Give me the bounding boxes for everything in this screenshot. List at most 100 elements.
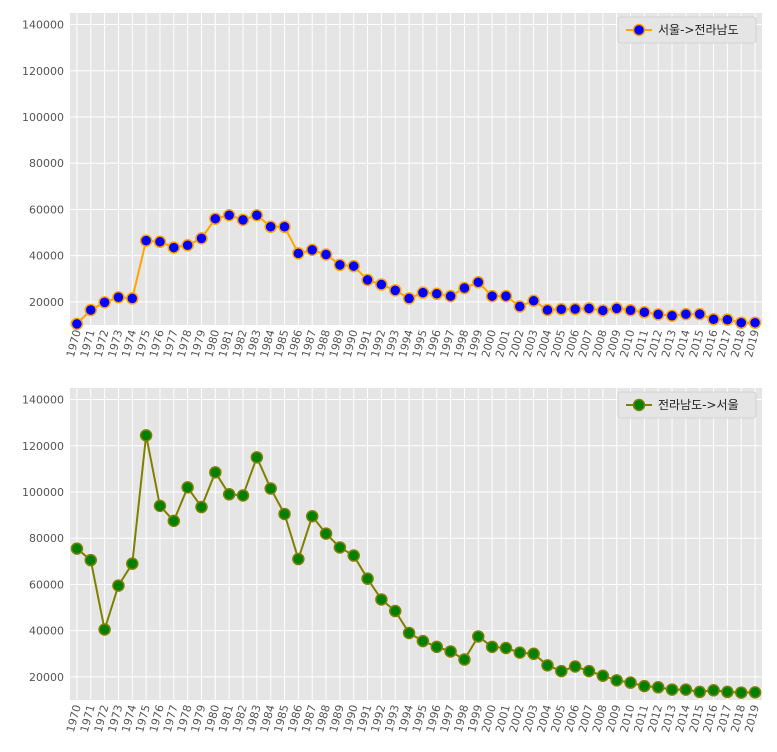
chart-panel-1: 1970197119721973197419751976197719781979… — [22, 13, 762, 359]
y-tick-label: 100000 — [22, 111, 64, 124]
data-point — [292, 552, 305, 566]
data-point — [167, 241, 181, 254]
data-point — [555, 303, 568, 316]
data-point — [195, 500, 208, 514]
data-point — [499, 641, 513, 655]
data-point — [347, 549, 360, 562]
legend-label: 전라남도->서울 — [658, 398, 739, 412]
data-point — [70, 542, 84, 555]
data-point — [665, 683, 679, 696]
y-tick-label: 120000 — [22, 65, 64, 78]
legend: 서울->전라남도 — [617, 16, 757, 44]
data-point — [264, 220, 277, 234]
data-point — [748, 316, 762, 329]
data-point — [568, 660, 582, 673]
data-point — [582, 302, 596, 315]
data-point — [582, 664, 596, 678]
data-point — [541, 303, 554, 317]
data-point — [693, 685, 706, 699]
plot-area — [70, 13, 762, 325]
data-point — [264, 482, 277, 495]
data-point — [209, 466, 222, 479]
data-point — [153, 235, 167, 249]
data-point — [402, 292, 416, 305]
data-point — [388, 284, 402, 297]
data-point — [458, 653, 471, 666]
data-point — [319, 248, 333, 261]
data-point — [624, 303, 637, 317]
data-point — [734, 686, 748, 699]
data-point — [402, 626, 416, 640]
data-point — [278, 220, 291, 234]
data-point — [222, 488, 236, 501]
data-point — [748, 686, 762, 699]
data-point — [126, 292, 139, 305]
data-point — [707, 312, 720, 326]
legend-label: 서울->전라남도 — [658, 23, 739, 37]
data-point — [610, 674, 623, 687]
y-tick-label: 80000 — [29, 532, 64, 545]
data-point — [98, 296, 111, 309]
legend-marker — [632, 398, 646, 412]
y-tick-label: 20000 — [29, 671, 64, 684]
data-point — [126, 557, 139, 570]
data-point — [236, 213, 250, 227]
y-tick-label: 40000 — [29, 625, 64, 638]
data-point — [388, 604, 402, 618]
y-tick-label: 100000 — [22, 486, 64, 499]
data-point — [513, 300, 527, 313]
plot-area — [70, 388, 762, 700]
data-point — [596, 669, 610, 682]
data-point — [361, 273, 374, 287]
data-point — [361, 572, 374, 585]
data-point — [416, 286, 430, 299]
data-point — [333, 541, 347, 554]
data-point — [333, 258, 347, 272]
y-tick-label: 20000 — [29, 296, 64, 309]
data-point — [236, 489, 250, 502]
data-point — [472, 275, 485, 289]
data-point — [430, 287, 444, 301]
y-tick-label: 40000 — [29, 250, 64, 263]
data-point — [347, 259, 360, 273]
data-point — [70, 317, 84, 331]
data-point — [375, 278, 388, 291]
data-point — [139, 429, 153, 442]
data-point — [98, 623, 111, 636]
data-point — [84, 553, 98, 567]
data-point — [527, 294, 540, 307]
data-point — [375, 593, 388, 606]
data-point — [84, 303, 98, 317]
data-point — [292, 247, 305, 260]
data-point — [153, 499, 167, 513]
data-point — [721, 313, 734, 326]
data-point — [665, 309, 679, 323]
data-point — [250, 208, 264, 222]
y-tick-label: 140000 — [22, 19, 64, 32]
data-point — [651, 308, 665, 321]
y-tick-label: 140000 — [22, 394, 64, 407]
data-point — [305, 243, 319, 257]
data-point — [638, 679, 651, 693]
y-tick-label: 60000 — [29, 203, 64, 216]
data-point — [527, 647, 540, 661]
data-point — [444, 645, 457, 658]
data-point — [568, 302, 582, 316]
legend-marker — [632, 23, 646, 37]
data-point — [195, 232, 208, 245]
data-point — [181, 239, 194, 252]
data-point — [638, 306, 651, 319]
data-point — [305, 510, 319, 523]
data-point — [485, 289, 499, 303]
data-point — [610, 302, 623, 315]
data-point — [319, 527, 333, 540]
data-point — [444, 289, 457, 303]
chart-panel-2: 1970197119721973197419751976197719781979… — [22, 388, 762, 734]
legend: 전라남도->서울 — [617, 391, 757, 419]
data-point — [416, 634, 430, 648]
data-point — [222, 208, 236, 222]
data-point — [651, 681, 665, 694]
data-point — [181, 481, 194, 494]
data-point — [485, 640, 499, 654]
